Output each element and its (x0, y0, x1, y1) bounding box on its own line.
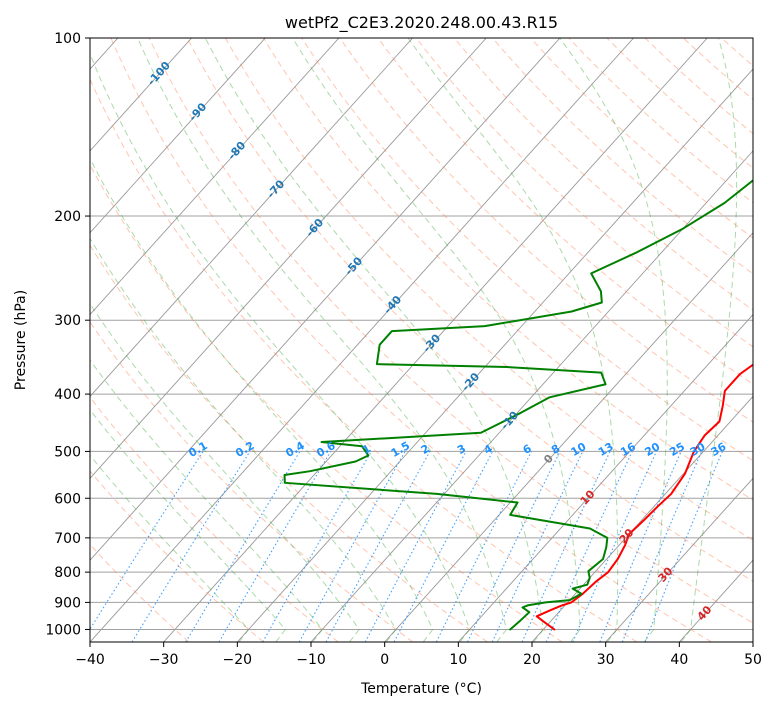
isotherm-line (605, 477, 753, 642)
isotherm-line (531, 395, 753, 642)
isotherm-line (90, 38, 561, 561)
dry-adiabat-line (90, 543, 190, 642)
x-axis: −40 −30 −20 −10 0 10 20 30 40 50 (75, 642, 762, 668)
isotherm-line (310, 150, 753, 642)
x-tick-label: 20 (523, 652, 541, 668)
moist-adiabat-line (680, 38, 738, 642)
isotherm-line (90, 38, 340, 316)
y-tick-label: 100 (54, 31, 81, 47)
y-tick-label: 200 (54, 209, 81, 225)
mixing-ratio-lines (90, 451, 723, 642)
mixing-ratio-line (572, 451, 657, 642)
mixing-ratio-line (644, 451, 723, 642)
isotherm-line (90, 38, 192, 152)
isotherm-line (90, 38, 487, 479)
x-tick-label: 10 (449, 652, 467, 668)
plot-frame (89, 37, 754, 643)
mixing-ratio-line (599, 451, 682, 642)
y-tick-label: 800 (54, 565, 81, 581)
mixing-ratio-line (621, 451, 703, 642)
moist-adiabat-line (559, 38, 668, 642)
x-tick-label: 0 (380, 652, 389, 668)
isotherm-line (163, 38, 708, 642)
dry-adiabat-line (415, 38, 753, 348)
dry-adiabat-line (148, 38, 753, 624)
dry-adiabat-line (90, 470, 264, 642)
isotherm-line (90, 38, 266, 234)
mixing-ratio-line (545, 451, 633, 642)
moist-adiabat-line (90, 454, 250, 642)
sounding-series (283, 179, 753, 631)
isotherm-line (90, 38, 413, 398)
moist-adiabat-line (90, 302, 360, 642)
isotherm-line (384, 232, 753, 642)
x-tick-label: 40 (670, 652, 688, 668)
y-tick-label: 500 (54, 444, 81, 460)
mixing-ratio-line (131, 451, 251, 642)
dry-adiabat-line (90, 396, 339, 642)
moist-adiabat-line (292, 38, 581, 642)
moist-adiabat-line (90, 237, 397, 642)
mixing-ratio-line (90, 451, 204, 630)
dry-adiabat-line (90, 244, 488, 642)
isotherm-line (236, 68, 753, 642)
y-tick-label: 1000 (45, 622, 81, 638)
x-tick-label: 50 (744, 652, 762, 668)
moist-adiabat-line (90, 52, 471, 642)
x-tick-label: −10 (296, 652, 326, 668)
dry-adiabat-line (90, 321, 414, 642)
x-tick-label: 30 (597, 652, 615, 668)
plot-area: -100-90-80-70-60-50-40-30-20-10010203040… (90, 38, 753, 642)
dry-adiabat-line (90, 163, 563, 642)
x-axis-title: Temperature (°C) (360, 681, 482, 697)
y-tick-label: 700 (54, 531, 81, 547)
mixing-ratio-line (325, 451, 431, 642)
x-tick-label: −30 (149, 652, 179, 668)
moist-adiabat-line (90, 157, 434, 642)
moist-adiabat-line (90, 359, 323, 642)
y-tick-label: 300 (54, 313, 81, 329)
x-tick-label: −20 (223, 652, 253, 668)
moist-adiabat-line (204, 38, 544, 642)
dry-adiabat-line (453, 38, 753, 311)
y-axis: 100 200 300 400 500 600 700 800 900 1000 (45, 31, 90, 638)
y-tick-label: 900 (54, 595, 81, 611)
mixing-ratio-line (298, 451, 406, 642)
dry-adiabat-line (110, 38, 712, 642)
moist-adiabats (90, 38, 738, 642)
y-tick-label: 600 (54, 491, 81, 507)
isotherm-line (457, 313, 753, 642)
isotherm-grid (90, 38, 753, 642)
chart-title: wetPf2_C2E3.2020.248.00.43.R15 (285, 13, 558, 33)
moist-adiabat-line (90, 408, 287, 642)
dry-adiabats (90, 38, 753, 642)
temperature-profile-line (535, 363, 753, 631)
isotherm-line (90, 38, 634, 642)
x-tick-label: −40 (75, 652, 105, 668)
y-tick-label: 400 (54, 387, 81, 403)
mixing-ratio-line (262, 451, 372, 642)
isobar-grid (90, 38, 753, 630)
moist-adiabat-line (407, 38, 619, 642)
dewpoint-profile-line (283, 179, 753, 631)
mixing-ratio-line (435, 451, 533, 642)
y-axis-title: Pressure (hPa) (13, 290, 29, 390)
